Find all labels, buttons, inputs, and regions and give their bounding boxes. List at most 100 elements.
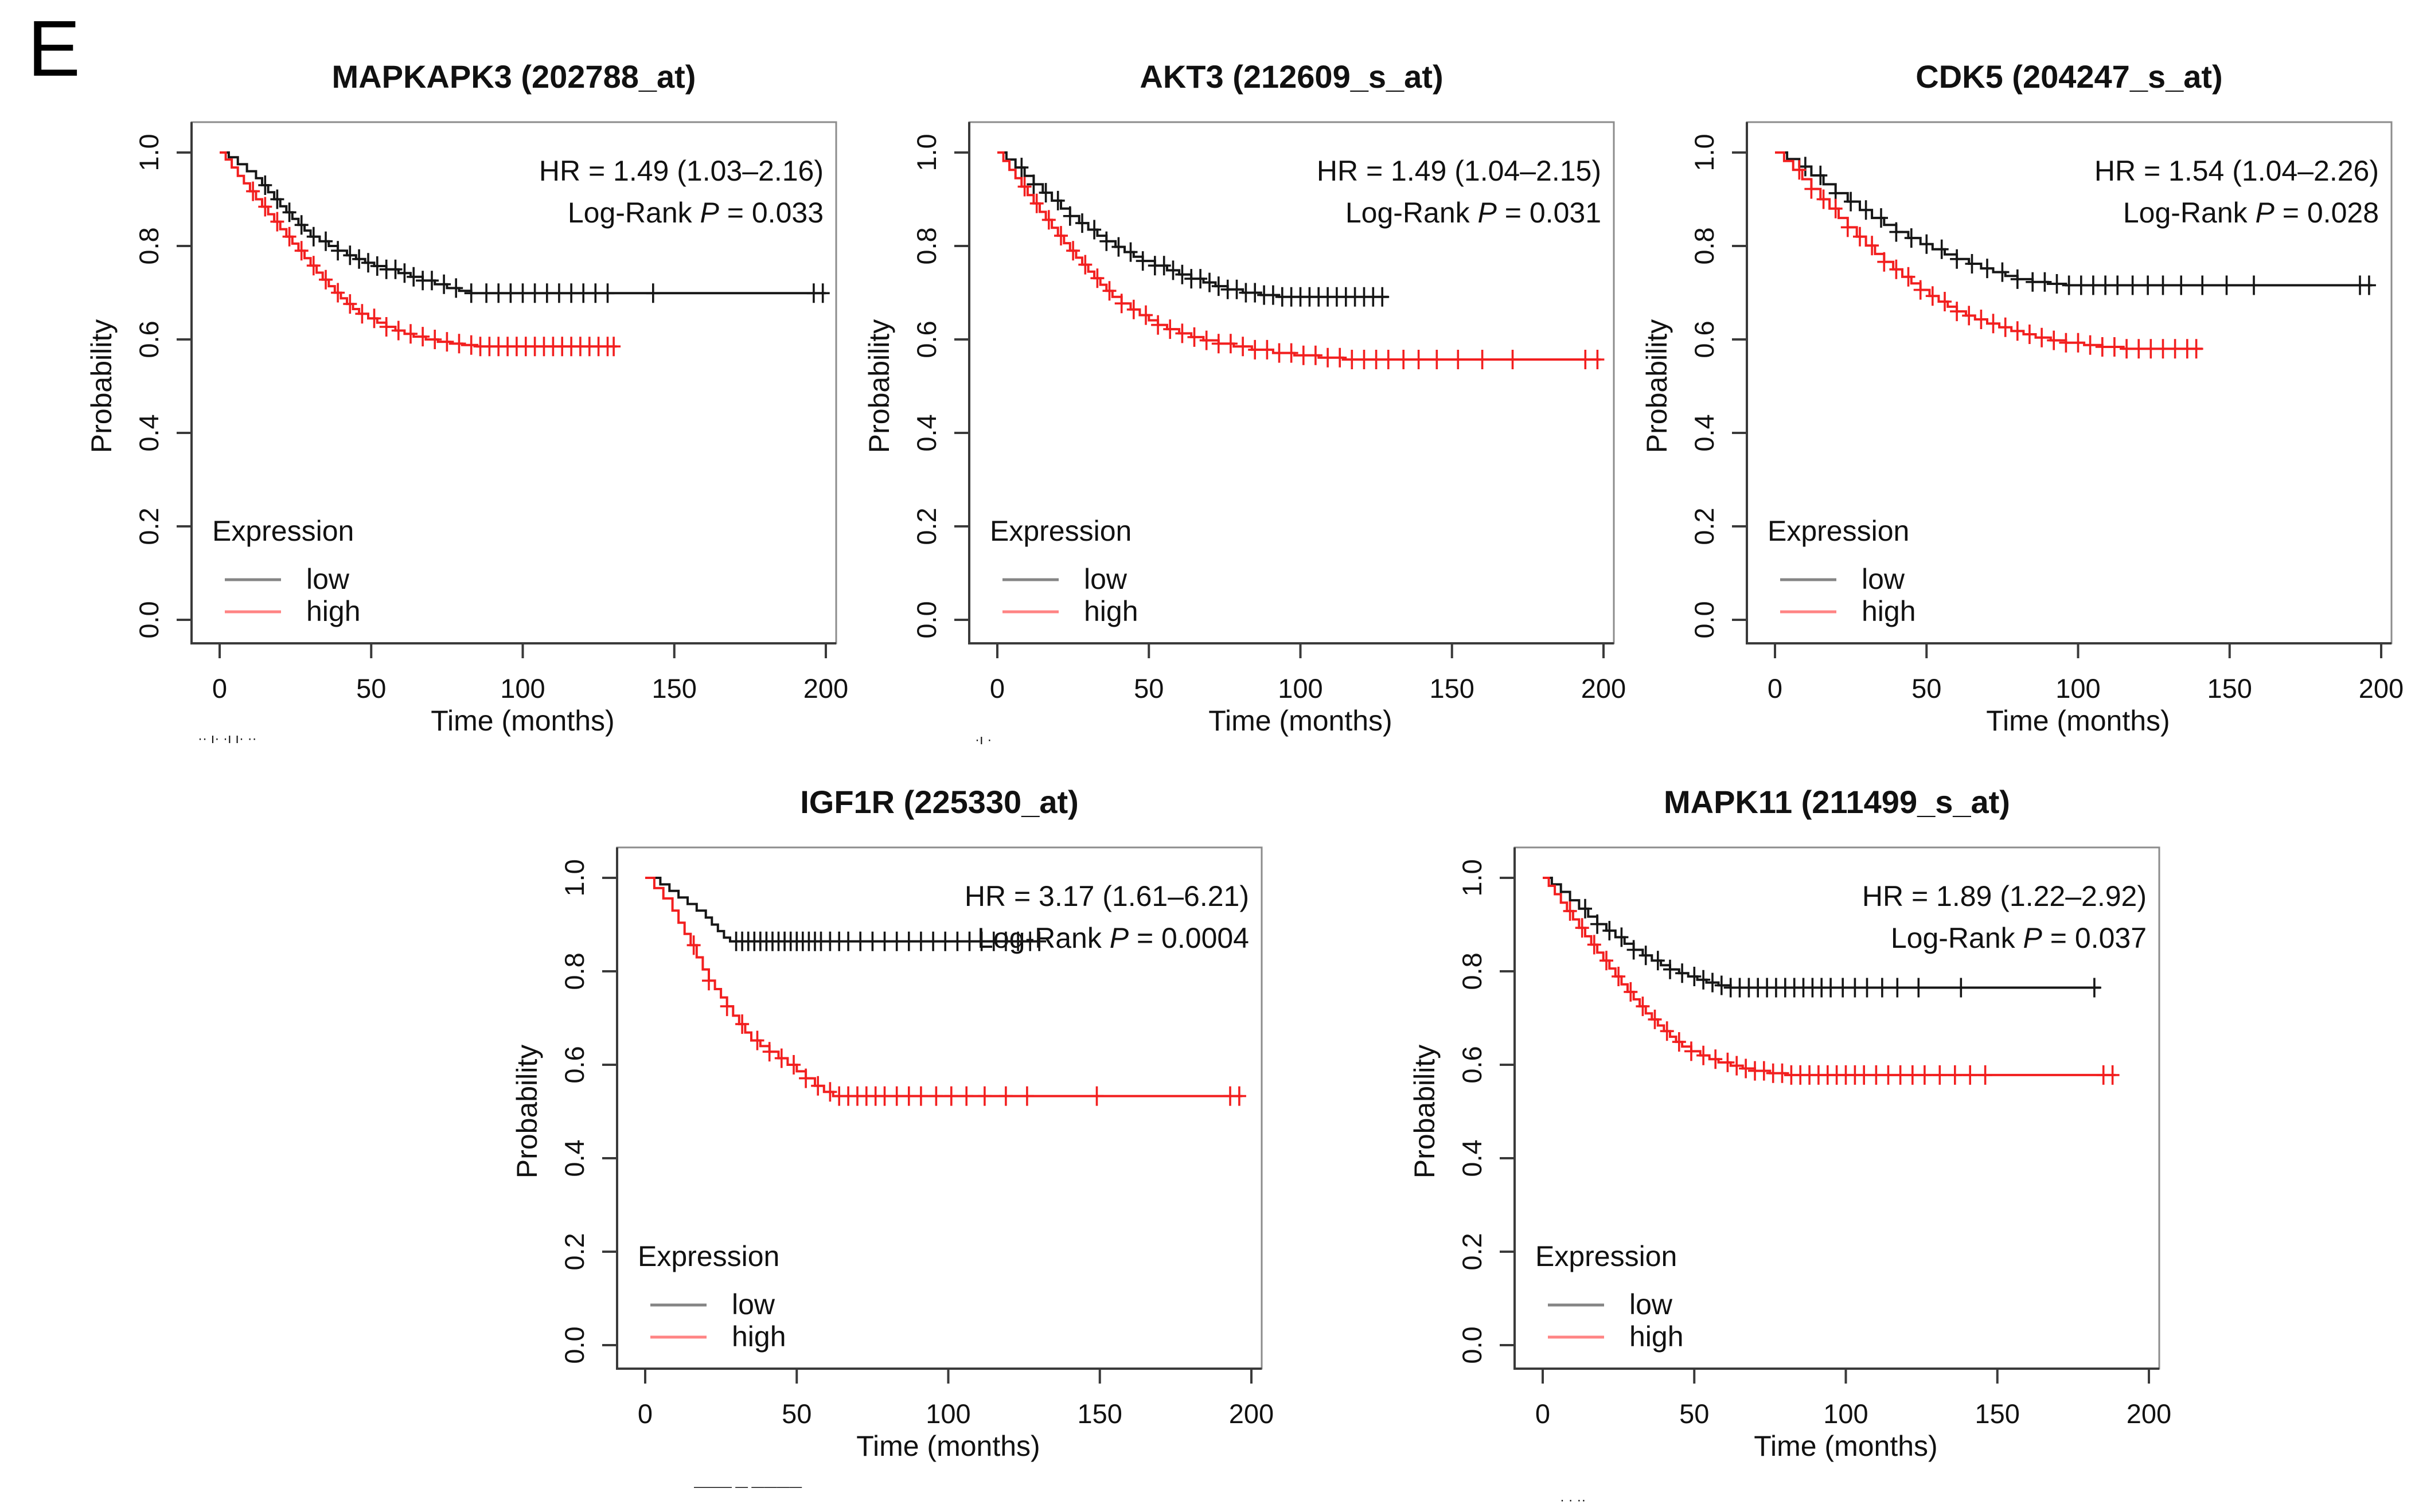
axis-lines: [1513, 847, 2159, 1370]
cropped-text-artifact-2: ·ı ·: [975, 732, 992, 748]
km-plot-2: 0 50 100 150 200 0.0 0.2 0.4 0.6 0.8 1.0 Time (mont…: [863, 58, 1626, 737]
x-tick-label: 0: [1535, 1398, 1550, 1429]
y-tick-label: 0.0: [1457, 1326, 1487, 1363]
y-tick-label: 0.6: [134, 321, 164, 358]
hr-annotation: HR = 1.54 (1.04–2.26): [2094, 155, 2379, 187]
x-tick-label: 0: [638, 1398, 653, 1429]
high-censor-marks: [1792, 160, 2203, 359]
x-axis-title: Time (months): [856, 1430, 1040, 1462]
logrank-annotation: Log-Rank P = 0.031: [1345, 197, 1601, 229]
km-plot-3: 0 50 100 150 200 0.0 0.2 0.4 0.6 0.8 1.0 Time (mont…: [1641, 58, 2404, 737]
cropped-text-artifact-4: · · ··: [1560, 1493, 1586, 1508]
high-censor-marks: [1563, 901, 2120, 1085]
x-tick-label: 200: [2127, 1398, 2171, 1429]
low-curve: [645, 877, 1040, 943]
high-curve: [645, 877, 1243, 1097]
y-tick-label: 0.2: [1689, 507, 1719, 545]
y-tick-label: 0.6: [559, 1046, 590, 1083]
legend-label-high: high: [732, 1320, 786, 1353]
y-tick-label: 1.0: [559, 859, 590, 896]
legend-label-low: low: [306, 563, 350, 595]
x-tick-label: 150: [1078, 1398, 1122, 1429]
high-censor-marks: [246, 181, 621, 357]
low-censor-marks: [729, 931, 1047, 951]
y-axis-title: Probability: [1409, 1045, 1441, 1178]
x-tick-label: 0: [1768, 673, 1782, 704]
x-tick-label: 50: [1679, 1398, 1709, 1429]
logrank-annotation: Log-Rank P = 0.028: [2123, 197, 2379, 229]
x-axis-title: Time (months): [1986, 705, 2170, 737]
plot-title: MAPK11 (211499_s_at): [1664, 784, 2010, 820]
plot-title: MAPKAPK3 (202788_at): [332, 58, 696, 95]
y-tick-label: 0.0: [911, 601, 942, 638]
y-tick-label: 1.0: [134, 134, 164, 171]
logrank-annotation: Log-Rank P = 0.033: [568, 197, 824, 229]
x-tick-label: 100: [1823, 1398, 1868, 1429]
x-tick-label: 150: [652, 673, 697, 704]
low-censor-marks: [1578, 898, 2101, 998]
km-plot-5: 0 50 100 150 200 0.0 0.2 0.4 0.6 0.8 1.0 Time (mont…: [1409, 784, 2171, 1462]
cropped-text-artifact-3: ——— — ————: [694, 1479, 802, 1494]
logrank-annotation: Log-Rank P = 0.037: [1891, 922, 2147, 954]
x-tick-label: 200: [1229, 1398, 1274, 1429]
high-censor-marks: [686, 935, 1246, 1106]
y-tick-label: 1.0: [1689, 134, 1719, 171]
y-tick-label: 1.0: [1457, 859, 1487, 896]
x-axis-title: Time (months): [1208, 705, 1392, 737]
y-tick-label: 0.6: [1457, 1046, 1487, 1083]
legend-title: Expression: [638, 1240, 779, 1272]
y-tick-label: 0.4: [911, 414, 942, 451]
hr-annotation: HR = 1.49 (1.04–2.15): [1317, 155, 1601, 187]
hr-annotation: HR = 3.17 (1.61–6.21): [965, 880, 1249, 912]
km-plot-4: 0 50 100 150 200 0.0 0.2 0.4 0.6 0.8 1.0 Time (mont…: [511, 784, 1274, 1462]
x-axis-title: Time (months): [431, 705, 614, 737]
y-tick-label: 0.6: [1689, 321, 1719, 358]
x-tick-label: 100: [926, 1398, 970, 1429]
y-tick-label: 0.8: [1689, 227, 1719, 264]
axis-lines: [1746, 122, 2392, 644]
legend-label-low: low: [1629, 1288, 1673, 1320]
legend-label-high: high: [1629, 1320, 1684, 1353]
plot-title: AKT3 (212609_s_at): [1140, 58, 1443, 95]
y-tick-label: 0.4: [1689, 414, 1719, 451]
x-tick-label: 200: [803, 673, 848, 704]
y-tick-label: 0.8: [559, 952, 590, 990]
y-axis-title: Probability: [511, 1045, 543, 1178]
legend-title: Expression: [212, 515, 354, 547]
y-axis-title: Probability: [1641, 319, 1673, 453]
low-censor-marks: [1798, 157, 2376, 295]
y-tick-label: 0.2: [134, 507, 164, 545]
legend-title: Expression: [1768, 515, 1909, 547]
y-tick-label: 0.8: [1457, 952, 1487, 990]
legend-title: Expression: [990, 515, 1132, 547]
x-tick-label: 200: [1581, 673, 1626, 704]
legend-label-high: high: [306, 595, 361, 627]
x-tick-label: 100: [2055, 673, 2100, 704]
y-tick-label: 1.0: [911, 134, 942, 171]
plot-title: IGF1R (225330_at): [800, 784, 1079, 820]
x-tick-label: 150: [1975, 1398, 2020, 1429]
y-tick-label: 0.8: [134, 227, 164, 264]
y-tick-label: 0.2: [559, 1233, 590, 1270]
y-tick-label: 0.6: [911, 321, 942, 358]
x-tick-label: 100: [1278, 673, 1322, 704]
low-censor-marks: [258, 175, 830, 303]
legend-title: Expression: [1535, 1240, 1677, 1272]
hr-annotation: HR = 1.89 (1.22–2.92): [1862, 880, 2147, 912]
legend-label-high: high: [1084, 595, 1138, 627]
plot-title: CDK5 (204247_s_at): [1915, 58, 2222, 95]
x-tick-label: 50: [782, 1398, 812, 1429]
y-tick-label: 0.4: [559, 1139, 590, 1177]
legend-label-low: low: [732, 1288, 775, 1320]
legend-label-high: high: [1862, 595, 1916, 627]
y-tick-label: 0.4: [1457, 1139, 1487, 1177]
axis-lines: [616, 847, 1262, 1370]
x-tick-label: 50: [1911, 673, 1941, 704]
x-tick-label: 50: [1134, 673, 1164, 704]
y-tick-label: 0.0: [559, 1326, 590, 1363]
